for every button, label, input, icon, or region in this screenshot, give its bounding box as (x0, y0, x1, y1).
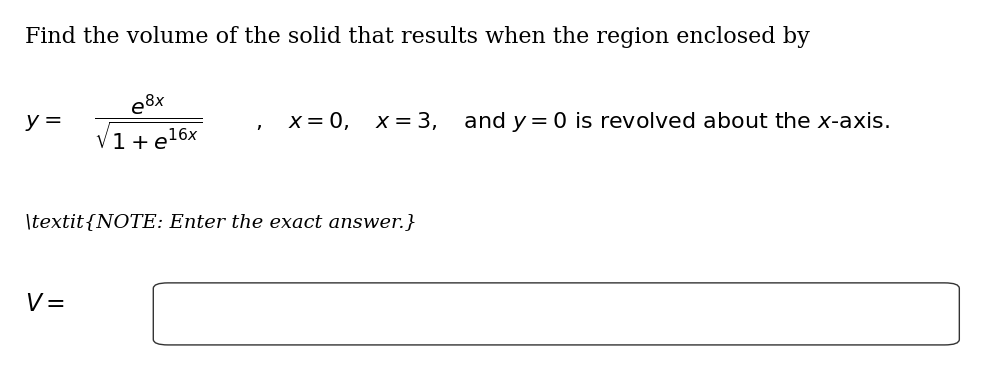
Text: \textit{NOTE: Enter the exact answer.}: \textit{NOTE: Enter the exact answer.} (25, 214, 416, 231)
Text: $V =$: $V =$ (25, 293, 64, 316)
Text: Find the volume of the solid that results when the region enclosed by: Find the volume of the solid that result… (25, 26, 810, 47)
Text: $y = $: $y = $ (25, 111, 61, 133)
Text: $,\quad x = 0, \quad x = 3, \quad \text{and } y = 0 \text{ is revolved about the: $,\quad x = 0, \quad x = 3, \quad \text{… (255, 110, 890, 134)
Text: $\dfrac{e^{8x}}{\sqrt{1+e^{16x}}}$: $\dfrac{e^{8x}}{\sqrt{1+e^{16x}}}$ (94, 92, 202, 152)
FancyBboxPatch shape (153, 283, 959, 345)
